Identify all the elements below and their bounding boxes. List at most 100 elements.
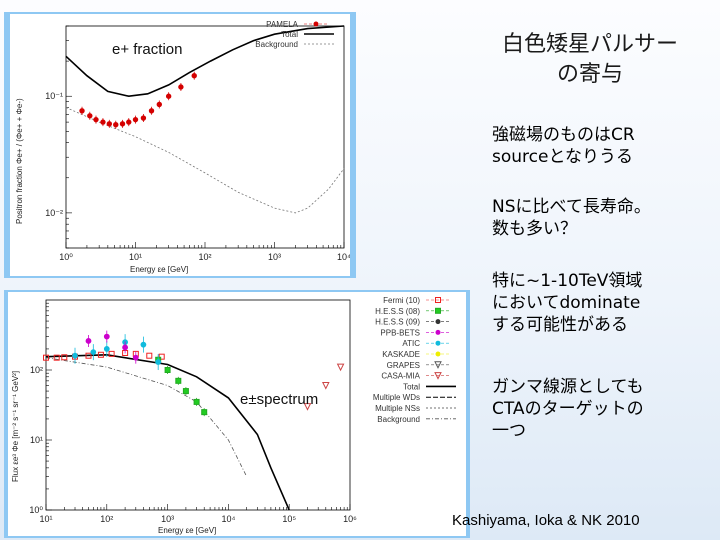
legend-label: PAMELA xyxy=(266,20,299,29)
data-point-casa-mia xyxy=(303,403,312,411)
data-point-pamela xyxy=(126,119,132,125)
legend-label: H.E.S.S (09) xyxy=(375,318,420,327)
x-tick-label: 10⁶ xyxy=(343,514,357,524)
data-point-h-e-s-s-08- xyxy=(182,388,189,395)
data-point-ppb-bets xyxy=(85,338,92,344)
plot-frame xyxy=(65,25,345,249)
slide-title-line-1: 白色矮星パルサー xyxy=(501,32,678,57)
data-point-pamela xyxy=(178,84,184,90)
point-4-line-3: 一つ xyxy=(492,421,526,441)
data-point-h-e-s-s-08- xyxy=(193,398,200,405)
positron-fraction-chart: e+ fraction 10⁰ 10¹ 10² 10³ 10⁴ 10⁻¹ 10⁻² Ener… xyxy=(15,20,351,274)
point-2: NSに比べて長寿命。 数も多い？ xyxy=(492,196,651,240)
legend-swatch xyxy=(435,340,441,346)
top-figure-panel: e+ fraction 10⁰ 10¹ 10² 10³ 10⁴ 10⁻¹ 10⁻² Ener… xyxy=(10,14,351,276)
data-point-fermi-10- xyxy=(108,350,115,357)
data-point-ppb-bets xyxy=(103,333,110,340)
x-tick-label: 10¹ xyxy=(129,252,142,262)
series-line-background xyxy=(45,357,248,477)
point-1-line-2: sourceとなりうる xyxy=(492,147,633,167)
legend-label: H.E.S.S (08) xyxy=(375,307,420,316)
point-4: ガンマ線源としても CTAのターゲットの 一つ xyxy=(492,376,644,442)
x-tick-label: 10³ xyxy=(268,252,281,262)
data-point-pamela xyxy=(119,121,126,127)
y-tick-label: 10⁻² xyxy=(45,208,63,218)
data-point-h-e-s-s-08- xyxy=(175,377,182,384)
legend-label: Total xyxy=(281,30,298,39)
data-point-atic xyxy=(155,359,162,365)
point-1-line-1: 強磁場のものはCR xyxy=(492,125,635,145)
y-tick-label: 10⁰ xyxy=(29,505,43,515)
data-point-atic xyxy=(90,349,97,356)
point-2-line-2: 数も多い？ xyxy=(492,219,577,239)
x-tick-label: 10⁰ xyxy=(59,252,73,262)
x-tick-label: 10³ xyxy=(161,514,174,524)
data-point-pamela xyxy=(132,116,139,123)
data-point-ppb-bets xyxy=(132,354,139,361)
legend-label: PPB-BETS xyxy=(380,328,420,337)
data-point-pamela xyxy=(106,121,113,127)
data-point-fermi-10- xyxy=(61,354,68,361)
legend-swatch xyxy=(434,372,442,380)
electron-spectrum-xlabel: Energy εe [GeV] xyxy=(158,526,216,535)
legend-swatch xyxy=(313,21,319,27)
data-point-atic xyxy=(103,346,110,352)
electron-spectrum-ylabel: Flux εe³ Φe [m⁻² s⁻¹ sr⁻¹ GeV²] xyxy=(11,371,20,482)
point-3-line-3: する可能性がある xyxy=(492,315,628,335)
plot-frame xyxy=(45,299,351,511)
x-tick-label: 10⁴ xyxy=(337,252,350,262)
data-point-pamela xyxy=(87,113,93,119)
legend-label: Fermi (10) xyxy=(383,296,420,305)
y-tick-label: 10¹ xyxy=(30,435,43,445)
point-1: 強磁場のものはCR sourceとなりうる xyxy=(492,124,635,168)
data-point-atic xyxy=(72,352,78,359)
data-point-h-e-s-s-08- xyxy=(164,367,171,373)
legend-swatch xyxy=(435,307,441,314)
slide-title: 白色矮星パルサー の寄与 xyxy=(470,30,710,90)
y-tick-label: 10⁻¹ xyxy=(45,91,63,101)
legend-swatch xyxy=(435,319,441,325)
legend-swatch xyxy=(435,329,441,335)
series-line-background xyxy=(65,107,345,214)
legend-label: ATIC xyxy=(402,339,420,348)
data-point-pamela xyxy=(140,115,147,121)
data-point-atic xyxy=(140,341,147,348)
citation: Kashiyama, Ioka & NK 2010 xyxy=(452,512,640,529)
x-tick-label: 10⁵ xyxy=(282,514,296,524)
legend-label: Multiple NSs xyxy=(375,404,420,413)
point-2-line-1: NSに比べて長寿命。 xyxy=(492,197,651,217)
data-point-fermi-10- xyxy=(97,351,104,358)
data-point-ppb-bets xyxy=(122,344,129,351)
data-point-pamela xyxy=(148,108,155,114)
data-point-fermi-10- xyxy=(53,354,60,361)
point-4-line-2: CTAのターゲットの xyxy=(492,399,644,419)
data-point-casa-mia xyxy=(336,363,345,372)
legend-swatch xyxy=(434,361,442,369)
x-tick-label: 10⁴ xyxy=(221,514,235,524)
y-tick-label: 10² xyxy=(30,365,43,375)
legend-label: Background xyxy=(377,415,420,424)
legend-label: Background xyxy=(255,40,298,49)
series-line-total xyxy=(65,25,345,98)
legend-label: Total xyxy=(403,382,420,391)
data-point-fermi-10- xyxy=(158,353,165,360)
point-3: 特に~1-10TeV領域 においてdominate する可能性がある xyxy=(492,270,642,336)
positron-fraction-plot-label: e+ fraction xyxy=(112,41,182,58)
legend-swatch xyxy=(435,351,441,357)
series-line-total xyxy=(45,353,290,511)
data-point-pamela xyxy=(191,72,197,79)
point-3-line-1: 特に~1-10TeV領域 xyxy=(492,271,643,291)
bottom-figure-panel: 10¹ 10² 10³ 10⁴ 10⁵ 10⁶ 10⁰ 10¹ 10² e±spectrum E… xyxy=(8,292,466,536)
legend-label: CASA-MIA xyxy=(381,372,420,381)
legend-label: Multiple WDs xyxy=(373,393,420,402)
data-point-h-e-s-s-08- xyxy=(201,409,208,416)
electron-spectrum-plot-label: e±spectrum xyxy=(240,391,318,408)
x-tick-label: 10¹ xyxy=(39,514,52,524)
data-point-fermi-10- xyxy=(85,352,92,359)
data-point-fermi-10- xyxy=(146,352,153,359)
slide-title-line-2: の寄与 xyxy=(556,62,623,87)
data-point-pamela xyxy=(93,116,99,123)
data-point-pamela xyxy=(156,101,162,108)
x-tick-label: 10² xyxy=(198,252,211,262)
